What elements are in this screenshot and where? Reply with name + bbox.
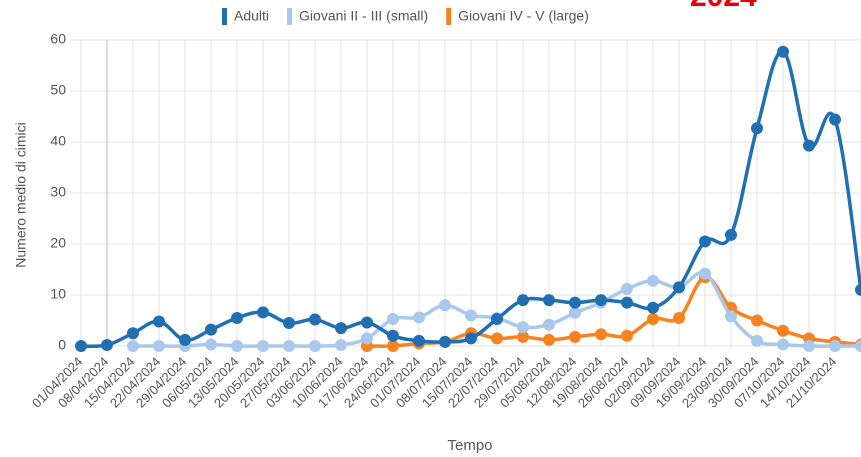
data-point [517,321,529,334]
data-point [673,311,685,324]
data-point [777,45,789,58]
data-point [647,301,659,314]
data-point [257,306,269,319]
data-point [803,340,815,352]
data-point [569,296,581,309]
data-point [569,330,581,343]
data-point [335,322,347,335]
data-point [647,274,659,287]
data-point [517,330,529,343]
data-point [283,340,295,352]
data-point [491,332,503,345]
data-point [387,329,399,342]
data-point [361,332,373,345]
legend-label: Giovani II - III (small) [299,8,428,24]
data-point [751,334,763,347]
data-point [257,340,269,352]
data-point [855,340,861,352]
data-point [829,340,841,352]
data-point [829,113,841,126]
data-point [595,294,607,307]
y-tick-label: 30 [50,184,66,200]
data-point [127,327,139,340]
grid [70,39,861,347]
data-point [569,306,581,319]
data-point [647,312,659,325]
series-line [366,275,861,348]
data-point [413,334,425,347]
data-point [803,139,815,152]
data-point [465,309,477,322]
data-point [543,294,555,307]
series [361,271,861,352]
data-point [309,313,321,326]
data-point [439,299,451,312]
legend-swatch [222,8,227,25]
y-tick-label: 10 [50,286,66,302]
data-point [543,333,555,346]
legend-label: Giovani IV - V (large) [458,8,589,24]
data-point [673,281,685,294]
x-axis-title: Tempo [447,437,492,454]
data-point [751,122,763,135]
data-point [153,315,165,328]
data-point [621,296,633,309]
data-point [231,340,243,352]
legend-swatch [446,8,452,25]
y-axis-title: Numero medio di cimici [13,122,29,267]
data-point [777,324,789,337]
data-point [361,316,373,329]
data-point [725,310,737,323]
data-point [517,294,529,307]
data-point [335,338,347,351]
data-point [413,311,425,324]
data-point [595,328,607,341]
data-point [439,335,451,348]
data-point [777,338,789,351]
data-point [621,282,633,295]
data-point [231,311,243,324]
data-point [75,340,87,352]
data-point [205,338,217,351]
data-point [153,340,165,352]
y-tick-label: 20 [50,235,66,251]
data-point [387,340,399,352]
data-point [699,235,711,248]
data-point [309,340,321,352]
data-point [699,267,711,280]
data-point [387,312,399,325]
legend-label: Adulti [234,8,269,24]
data-point [179,333,191,346]
series [75,45,861,352]
data-point [283,317,295,330]
y-tick-label: 50 [50,82,66,98]
data-point [465,332,477,345]
y-tick-label: 0 [58,337,66,353]
legend-swatch [287,8,293,25]
data-point [127,340,139,352]
data-point [491,312,503,325]
data-point [725,228,737,241]
data-point [205,323,217,336]
y-tick-label: 40 [50,133,66,149]
data-point [543,318,555,331]
data-point [751,314,763,327]
annotation: 2024 [690,0,757,13]
data-point [101,338,113,351]
data-point [855,283,861,296]
y-tick-label: 60 [50,31,66,47]
data-point [621,329,633,342]
